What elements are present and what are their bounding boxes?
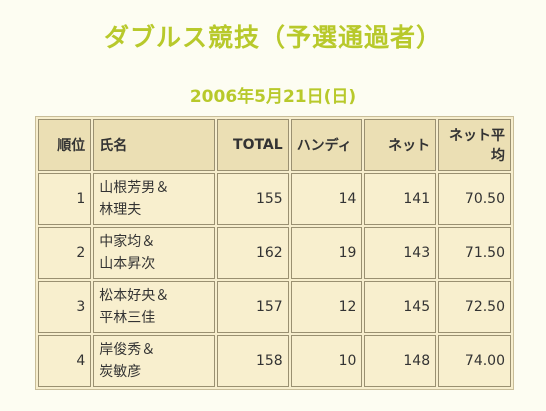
handicap-cell: 19	[290, 227, 363, 279]
handicap-cell: 12	[290, 281, 363, 333]
player-name: 岸俊秀＆	[99, 342, 156, 358]
player-name: 中家均＆	[99, 234, 156, 250]
results-table: 順位 氏名 TOTAL ハンディ ネット ネット平均 1 山根芳男＆ 林理夫 1…	[35, 116, 514, 390]
name-cell: 中家均＆ 山本昇次	[93, 227, 215, 279]
player-name: 炭敏彦	[99, 364, 142, 380]
name-cell: 松本好央＆ 平林三佳	[93, 281, 215, 333]
net-cell: 141	[364, 173, 437, 225]
net-cell: 145	[364, 281, 437, 333]
header-rank: 順位	[38, 119, 92, 171]
rank-cell: 3	[38, 281, 92, 333]
table-row: 4 岸俊秀＆ 炭敏彦 158 10 148 74.00	[38, 335, 511, 387]
event-date: 2006年5月21日(日)	[189, 87, 357, 107]
total-cell: 155	[216, 173, 289, 225]
table-header-row: 順位 氏名 TOTAL ハンディ ネット ネット平均	[38, 119, 511, 171]
table-row: 2 中家均＆ 山本昇次 162 19 143 71.50	[38, 227, 511, 279]
table-row: 3 松本好央＆ 平林三佳 157 12 145 72.50	[38, 281, 511, 333]
table-row: 1 山根芳男＆ 林理夫 155 14 141 70.50	[38, 173, 511, 225]
header-net: ネット	[364, 119, 437, 171]
player-name: 山本昇次	[99, 256, 156, 272]
player-name: 山根芳男＆	[99, 180, 170, 196]
rank-cell: 1	[38, 173, 92, 225]
net-average-cell: 72.50	[438, 281, 511, 333]
total-cell: 158	[216, 335, 289, 387]
total-cell: 162	[216, 227, 289, 279]
rank-cell: 4	[38, 335, 92, 387]
net-average-cell: 71.50	[438, 227, 511, 279]
name-cell: 山根芳男＆ 林理夫	[93, 173, 215, 225]
handicap-cell: 14	[290, 173, 363, 225]
net-average-cell: 70.50	[438, 173, 511, 225]
net-cell: 148	[364, 335, 437, 387]
header-name: 氏名	[93, 119, 215, 171]
header-net-average: ネット平均	[438, 119, 511, 171]
player-name: 松本好央＆	[99, 288, 170, 304]
page-title: ダブルス競技（予選通過者）	[103, 23, 442, 52]
player-name: 平林三佳	[99, 310, 156, 326]
player-name: 林理夫	[99, 202, 142, 218]
name-cell: 岸俊秀＆ 炭敏彦	[93, 335, 215, 387]
header-total: TOTAL	[216, 119, 289, 171]
header-handicap: ハンディ	[290, 119, 363, 171]
handicap-cell: 10	[290, 335, 363, 387]
rank-cell: 2	[38, 227, 92, 279]
net-average-cell: 74.00	[438, 335, 511, 387]
total-cell: 157	[216, 281, 289, 333]
net-cell: 143	[364, 227, 437, 279]
